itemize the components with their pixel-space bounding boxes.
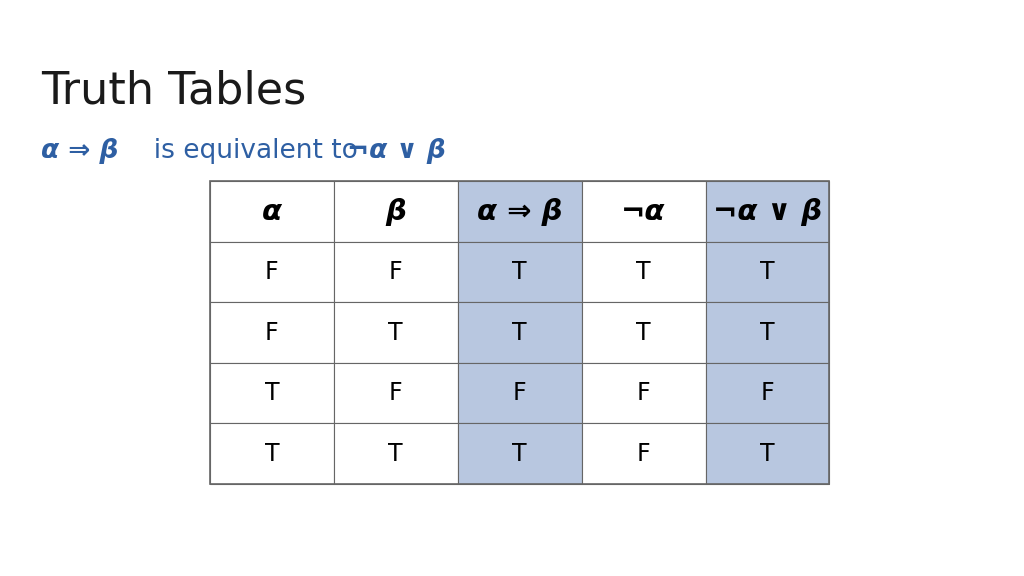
Text: ¬α ∨ β: ¬α ∨ β [713,198,822,226]
Bar [582,423,706,484]
Text: T: T [264,442,280,465]
Text: F: F [761,381,774,405]
Text: F: F [389,260,402,284]
Bar [210,181,334,242]
Text: T: T [388,442,403,465]
Text: T: T [512,260,527,284]
Text: T: T [760,260,775,284]
Text: is equivalent to: is equivalent to [137,138,375,164]
Bar [706,242,829,302]
Bar [582,181,706,242]
Bar [210,363,334,423]
Bar [458,181,582,242]
Text: T: T [264,381,280,405]
Text: Truth Tables: Truth Tables [41,69,306,112]
Bar [210,302,334,363]
Text: T: T [760,321,775,344]
Text: T: T [512,321,527,344]
Text: F: F [389,381,402,405]
Text: T: T [636,321,651,344]
Text: F: F [637,381,650,405]
Text: F: F [265,321,279,344]
Bar [706,181,829,242]
Bar [582,302,706,363]
Bar [582,363,706,423]
Text: T: T [388,321,403,344]
Text: T: T [636,260,651,284]
Bar [334,363,458,423]
Bar [706,302,829,363]
Bar [706,363,829,423]
Bar [334,302,458,363]
Text: F: F [513,381,526,405]
Bar [210,242,334,302]
Bar [210,181,829,484]
Text: F: F [637,442,650,465]
Text: β: β [385,198,407,226]
Text: F: F [265,260,279,284]
Text: α: α [262,198,282,226]
Bar [582,242,706,302]
Bar [334,181,458,242]
Text: α ⇒ β: α ⇒ β [477,198,562,226]
Text: ¬α ∨ β: ¬α ∨ β [347,138,445,164]
Bar [458,423,582,484]
Bar [334,423,458,484]
Text: ¬α: ¬α [622,198,666,226]
Bar [458,302,582,363]
Bar [458,363,582,423]
Bar [334,242,458,302]
Text: α ⇒ β: α ⇒ β [41,138,119,164]
Text: T: T [512,442,527,465]
Bar [706,423,829,484]
Bar [458,242,582,302]
Text: T: T [760,442,775,465]
Bar [210,423,334,484]
